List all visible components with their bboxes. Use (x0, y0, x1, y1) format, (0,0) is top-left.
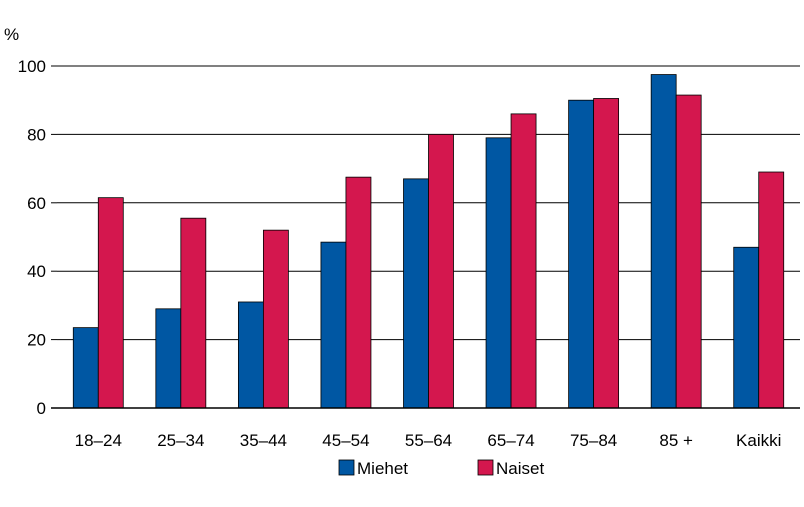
x-tick-label: 45–54 (322, 431, 369, 450)
bar-naiset (675, 94, 702, 409)
x-tick-label: 35–44 (240, 431, 287, 450)
bar-naiset (510, 113, 537, 409)
bar-miehet (320, 241, 347, 409)
y-tick-label: 20 (27, 331, 46, 350)
bar-naiset (97, 197, 124, 409)
y-tick-label: 80 (27, 125, 46, 144)
y-tick-label: 100 (18, 57, 46, 76)
y-tick-label: 60 (27, 194, 46, 213)
bar-naiset (428, 133, 454, 409)
bar-naiset (345, 176, 372, 409)
legend-label-naiset: Naiset (496, 459, 544, 478)
legend-swatch-naiset (477, 459, 494, 476)
bar-naiset (593, 98, 620, 409)
legend-label-miehet: Miehet (357, 459, 408, 478)
bar-miehet (650, 74, 677, 409)
x-tick-label: 25–34 (157, 431, 204, 450)
bar-miehet (155, 308, 182, 409)
bar-miehet (568, 99, 595, 409)
y-tick-label: 40 (27, 262, 46, 281)
legend-swatch-miehet (338, 459, 355, 476)
bar-miehet (237, 301, 264, 409)
y-tick-label: 0 (37, 399, 46, 418)
legend: Miehet Naiset (338, 459, 544, 478)
bar-naiset (262, 229, 289, 409)
x-axis-ticks: 18–24 25–34 35–44 45–54 55–64 65–74 75–84 85 + K… (75, 431, 782, 450)
x-tick-label: 18–24 (75, 431, 122, 450)
x-tick-label: 75–84 (570, 431, 617, 450)
bar-naiset (180, 217, 207, 409)
y-unit-label: % (4, 25, 19, 44)
bar-miehet (403, 178, 429, 409)
bar-miehet (72, 327, 99, 409)
x-tick-label: 65–74 (487, 431, 534, 450)
bar-naiset (758, 171, 785, 409)
bar-miehet (733, 246, 760, 409)
x-tick-label: Kaikki (736, 431, 781, 450)
x-tick-label: 55–64 (405, 431, 452, 450)
bar-miehet (485, 137, 512, 409)
x-tick-label: 85 + (659, 431, 693, 450)
y-axis-ticks: 0 20 40 60 80 100 (18, 57, 46, 418)
bars (72, 74, 785, 409)
